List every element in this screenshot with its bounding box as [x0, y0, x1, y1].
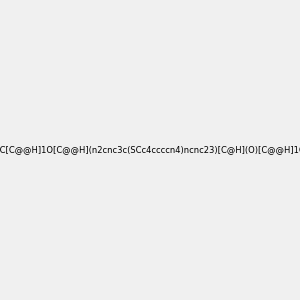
Text: OC[C@@H]1O[C@@H](n2cnc3c(SCc4ccccn4)ncnc23)[C@H](O)[C@@H]1O: OC[C@@H]1O[C@@H](n2cnc3c(SCc4ccccn4)ncnc…	[0, 146, 300, 154]
